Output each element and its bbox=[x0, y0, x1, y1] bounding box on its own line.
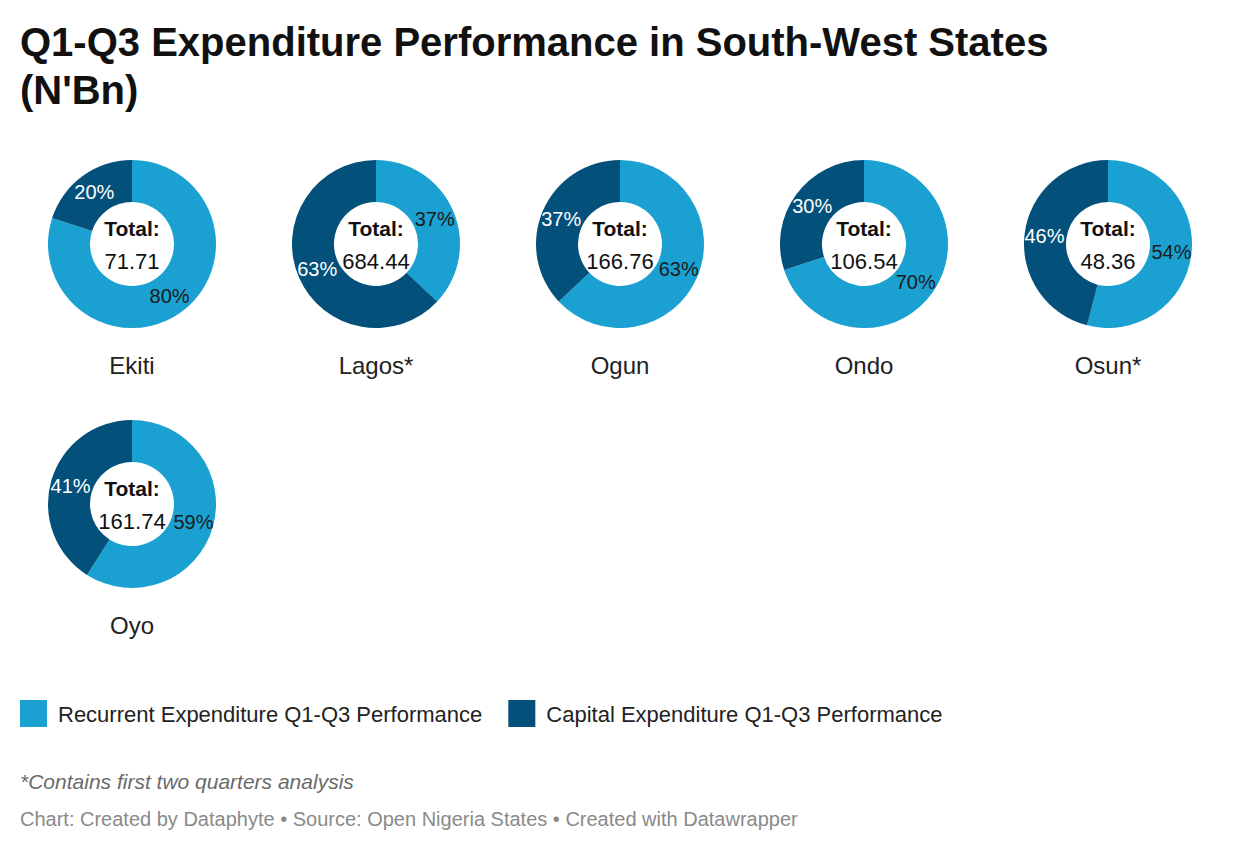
data-label: 63% bbox=[297, 258, 337, 280]
donut-slice bbox=[1024, 160, 1108, 325]
data-label: 54% bbox=[1151, 241, 1191, 263]
total-value: 161.74 bbox=[98, 509, 165, 534]
data-label: 70% bbox=[896, 271, 936, 293]
category-label: Oyo bbox=[110, 612, 154, 639]
legend-label: Capital Expenditure Q1-Q3 Performance bbox=[546, 702, 942, 727]
category-label: Ondo bbox=[835, 352, 894, 379]
data-label: 63% bbox=[659, 258, 699, 280]
total-label: Total: bbox=[1080, 217, 1136, 240]
data-label: 30% bbox=[792, 195, 832, 217]
source: Chart: Created by Dataphyte • Source: Op… bbox=[20, 808, 798, 830]
category-label: Lagos* bbox=[339, 352, 414, 379]
note: *Contains first two quarters analysis bbox=[20, 770, 354, 793]
data-label: 37% bbox=[541, 208, 581, 230]
total-value: 106.54 bbox=[830, 249, 897, 274]
total-value: 71.71 bbox=[104, 249, 159, 274]
legend-label: Recurrent Expenditure Q1-Q3 Performance bbox=[58, 702, 482, 727]
donut-slice bbox=[292, 160, 437, 328]
chart-canvas: 80% 20% Total: 71.71 Ekiti 37% 63% Total: 684.44… bbox=[0, 0, 1240, 852]
category-label: Ekiti bbox=[109, 352, 154, 379]
data-label: 80% bbox=[150, 285, 190, 307]
total-label: Total: bbox=[592, 217, 648, 240]
total-label: Total: bbox=[348, 217, 404, 240]
total-value: 684.44 bbox=[342, 249, 409, 274]
total-label: Total: bbox=[104, 477, 160, 500]
donut-panel: 59% 41% Total: 161.74 Oyo bbox=[48, 420, 216, 639]
donut-panel: 54% 46% Total: 48.36 Osun* bbox=[1024, 160, 1192, 379]
data-label: 59% bbox=[173, 511, 213, 533]
donut-slice bbox=[48, 160, 216, 328]
chart-title: Q1-Q3 Expenditure Performance in South-W… bbox=[20, 18, 1120, 114]
data-label: 46% bbox=[1024, 225, 1064, 247]
data-label: 20% bbox=[74, 181, 114, 203]
legend: Recurrent Expenditure Q1-Q3 Performance C… bbox=[20, 700, 943, 727]
legend-swatch bbox=[508, 700, 535, 727]
total-value: 48.36 bbox=[1080, 249, 1135, 274]
total-label: Total: bbox=[104, 217, 160, 240]
category-label: Osun* bbox=[1075, 352, 1142, 379]
total-label: Total: bbox=[836, 217, 892, 240]
donut-panel: 80% 20% Total: 71.71 Ekiti bbox=[48, 160, 216, 379]
donut-panel: 37% 63% Total: 684.44 Lagos* bbox=[292, 160, 460, 379]
data-label: 37% bbox=[415, 208, 455, 230]
data-label: 41% bbox=[51, 475, 91, 497]
category-label: Ogun bbox=[591, 352, 650, 379]
donut-panel: 63% 37% Total: 166.76 Ogun bbox=[536, 160, 704, 379]
total-value: 166.76 bbox=[586, 249, 653, 274]
donut-panel: 70% 30%Total: 106.54 Ondo bbox=[780, 160, 948, 379]
legend-swatch bbox=[20, 700, 47, 727]
